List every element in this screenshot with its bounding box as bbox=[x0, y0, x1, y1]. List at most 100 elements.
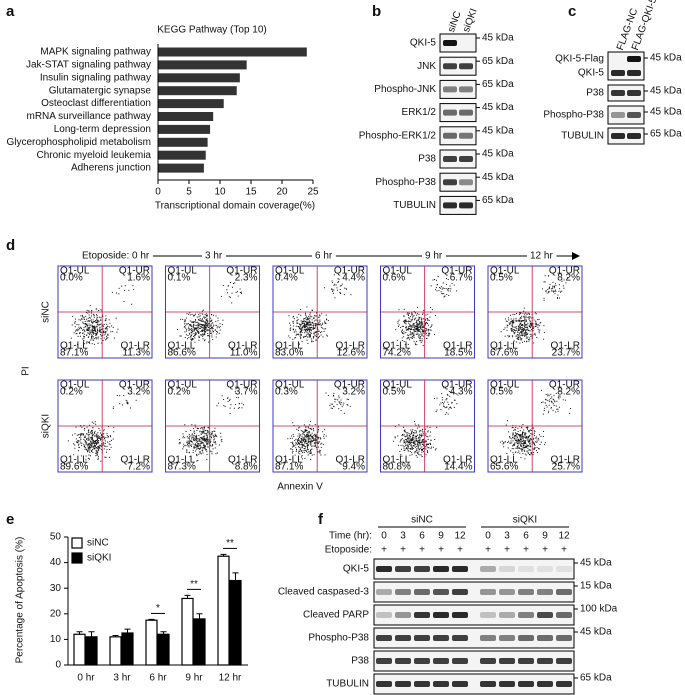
flow-dot bbox=[216, 337, 217, 338]
flow-dot bbox=[94, 433, 95, 434]
flow-dot bbox=[200, 445, 201, 446]
flow-dot bbox=[526, 332, 527, 333]
flow-dot bbox=[210, 331, 211, 332]
flow-dot bbox=[292, 449, 293, 450]
flow-dot bbox=[211, 327, 212, 328]
flow-dot bbox=[546, 405, 547, 406]
flow-dot bbox=[525, 313, 526, 314]
flow-dot bbox=[320, 323, 321, 324]
flow-dot bbox=[519, 443, 520, 444]
flow-dot bbox=[91, 338, 92, 339]
flow-dot bbox=[300, 435, 301, 436]
flow-dot bbox=[409, 313, 410, 314]
flow-dot bbox=[76, 427, 77, 428]
flow-dot bbox=[95, 455, 96, 456]
flow-dot bbox=[419, 330, 420, 331]
flow-dot bbox=[410, 445, 411, 446]
flow-dot bbox=[222, 324, 223, 325]
flow-dot bbox=[100, 334, 101, 335]
bar bbox=[158, 86, 237, 95]
flow-dot bbox=[124, 290, 125, 291]
flow-dot bbox=[513, 322, 514, 323]
flow-dot bbox=[116, 293, 117, 294]
flow-dot bbox=[422, 439, 423, 440]
flow-dot bbox=[331, 408, 332, 409]
flow-dot bbox=[307, 334, 308, 335]
flow-dot bbox=[221, 440, 222, 441]
panel-label: f bbox=[318, 511, 324, 528]
flow-dot bbox=[520, 434, 521, 435]
flow-dot bbox=[416, 440, 417, 441]
flow-dot bbox=[103, 330, 104, 331]
flow-dot bbox=[444, 402, 445, 403]
flow-dot bbox=[190, 430, 191, 431]
time-label: 12 hr bbox=[530, 251, 553, 262]
flow-dot bbox=[422, 456, 423, 457]
flow-dot bbox=[398, 321, 399, 322]
flow-dot bbox=[85, 437, 86, 438]
flow-dot bbox=[211, 314, 212, 315]
flow-dot bbox=[205, 329, 206, 330]
flow-dot bbox=[206, 459, 207, 460]
flow-dot bbox=[88, 444, 89, 445]
flow-dot bbox=[99, 445, 100, 446]
flow-dot bbox=[538, 439, 539, 440]
flow-dot bbox=[325, 328, 326, 329]
flow-dot bbox=[311, 341, 312, 342]
flow-dot bbox=[210, 451, 211, 452]
flow-dot bbox=[518, 440, 519, 441]
flow-dot bbox=[441, 286, 442, 287]
flow-dot bbox=[89, 341, 90, 342]
row-label: Time (hr): bbox=[329, 531, 372, 542]
flow-dot bbox=[448, 279, 449, 280]
flow-dot bbox=[422, 449, 423, 450]
flow-dot bbox=[547, 289, 548, 290]
treatment-value: + bbox=[485, 545, 491, 556]
flow-dot bbox=[302, 447, 303, 448]
flow-dot bbox=[194, 337, 195, 338]
flow-dot bbox=[207, 333, 208, 334]
flow-dot bbox=[206, 313, 207, 314]
flow-dot bbox=[419, 451, 420, 452]
flow-dot bbox=[534, 444, 535, 445]
flow-dot bbox=[83, 444, 84, 445]
flow-dot bbox=[319, 441, 320, 442]
legend-swatch bbox=[72, 553, 82, 563]
flow-dot bbox=[94, 448, 95, 449]
flow-dot bbox=[104, 437, 105, 438]
flow-dot bbox=[77, 441, 78, 442]
flow-dot bbox=[297, 444, 298, 445]
flow-dot bbox=[404, 441, 405, 442]
flow-dot bbox=[446, 294, 447, 295]
flow-dot bbox=[511, 442, 512, 443]
flow-dot bbox=[211, 323, 212, 324]
flow-dot bbox=[339, 403, 340, 404]
flow-dot bbox=[518, 442, 519, 443]
flow-dot bbox=[529, 454, 530, 455]
flow-dot bbox=[205, 332, 206, 333]
flow-dot bbox=[179, 335, 180, 336]
flow-dot bbox=[543, 325, 544, 326]
flow-dot bbox=[202, 450, 203, 451]
flow-dot bbox=[444, 288, 445, 289]
flow-dot bbox=[204, 438, 205, 439]
flow-dot bbox=[88, 448, 89, 449]
flow-dot bbox=[443, 296, 444, 297]
flow-dot bbox=[410, 451, 411, 452]
flow-dot bbox=[426, 454, 427, 455]
flow-dot bbox=[406, 329, 407, 330]
flow-dot bbox=[79, 319, 80, 320]
flow-dot bbox=[446, 288, 447, 289]
flow-dot bbox=[533, 454, 534, 455]
band bbox=[395, 635, 411, 641]
flow-dot bbox=[409, 326, 410, 327]
flow-dot bbox=[524, 314, 525, 315]
flow-dot bbox=[220, 433, 221, 434]
flow-dot bbox=[428, 447, 429, 448]
flow-dot bbox=[97, 329, 98, 330]
flow-dot bbox=[416, 327, 417, 328]
flow-dot bbox=[198, 333, 199, 334]
flow-dot bbox=[323, 336, 324, 337]
flow-dot bbox=[91, 445, 92, 446]
flow-dot bbox=[422, 334, 423, 335]
